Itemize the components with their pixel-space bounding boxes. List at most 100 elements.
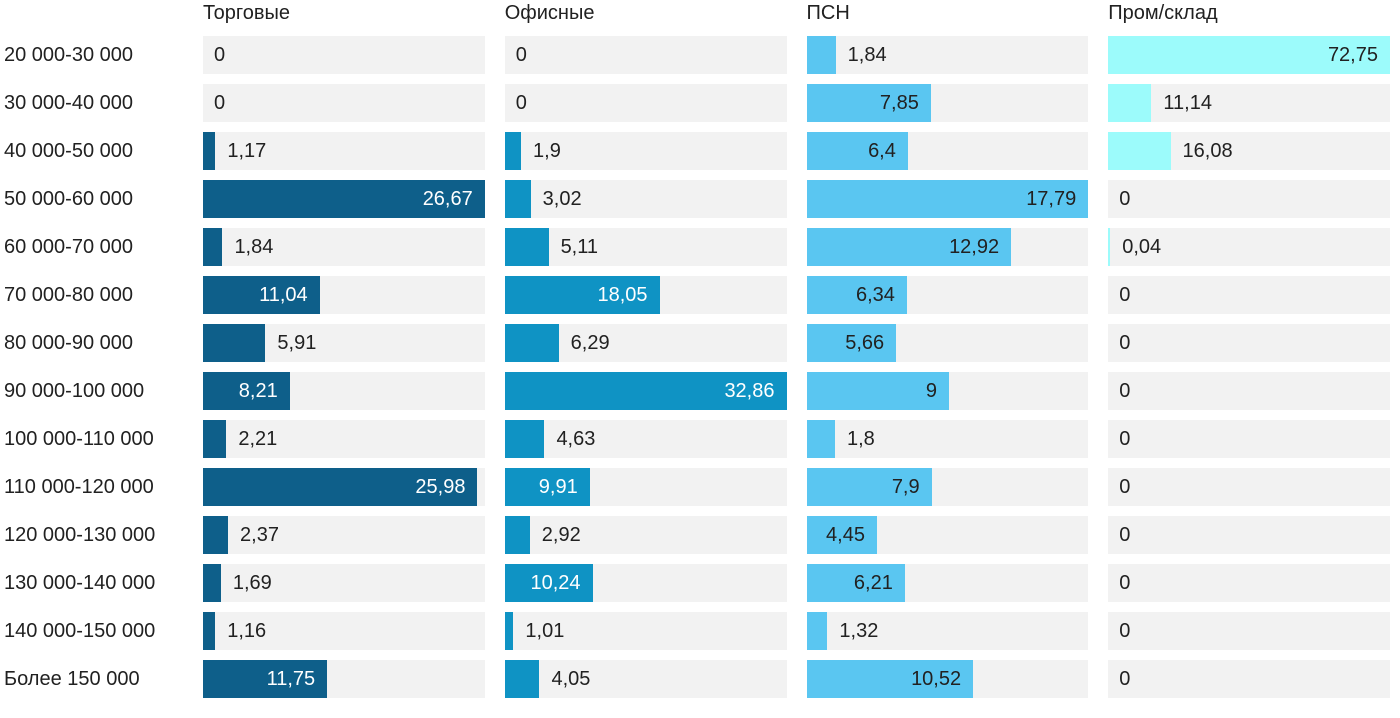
bar [806, 228, 1012, 266]
bar-track: 0 [1108, 372, 1390, 410]
bar-track: 1,84 [203, 228, 485, 266]
row-label: 60 000-70 000 [4, 236, 134, 258]
row-label: 30 000-40 000 [4, 92, 134, 114]
bar [203, 132, 216, 170]
bar-value: 1,01 [525, 620, 565, 642]
row-label: 70 000-80 000 [4, 284, 134, 306]
bar [806, 84, 931, 122]
bar-value: 0 [1119, 476, 1131, 498]
bar-track: 0 [1108, 660, 1390, 698]
bar-value: 0 [1119, 428, 1131, 450]
bar-value: 0,04 [1122, 236, 1162, 258]
bar [504, 660, 540, 698]
bar [806, 180, 1089, 218]
bar-track: 16,08 [1108, 132, 1390, 170]
bar-track: 6,29 [504, 324, 787, 362]
bar-track: 17,79 [806, 180, 1089, 218]
bar-value: 8,21 [238, 380, 278, 402]
bar-track: 0 [203, 36, 485, 74]
row-label: 90 000-100 000 [4, 380, 145, 402]
bar [806, 660, 974, 698]
bar-value: 0 [214, 44, 226, 66]
bar-value: 1,32 [839, 620, 879, 642]
bar-value: 9,91 [538, 476, 578, 498]
bar-value: 12,92 [949, 236, 1000, 258]
bar [806, 468, 932, 506]
bar-track: 0 [1108, 564, 1390, 602]
bar-value: 1,17 [227, 140, 267, 162]
bar-track: 26,67 [203, 180, 485, 218]
bar-track: 1,8 [806, 420, 1089, 458]
row-label: 20 000-30 000 [4, 44, 134, 66]
bar-value: 0 [214, 92, 226, 114]
bar-value: 32,86 [724, 380, 775, 402]
row-label: 80 000-90 000 [4, 332, 134, 354]
bar-track: 7,9 [806, 468, 1089, 506]
bar [504, 180, 531, 218]
bar-track: 9,91 [504, 468, 787, 506]
bar [504, 132, 522, 170]
bar-value: 2,37 [240, 524, 279, 546]
bar-value: 5,66 [845, 332, 885, 354]
bar-track: 32,86 [504, 372, 787, 410]
bar-track: 0 [1108, 276, 1390, 314]
bar-track: 0 [1108, 468, 1390, 506]
bar [806, 132, 908, 170]
bar-track: 4,45 [806, 516, 1089, 554]
bar-track: 8,21 [203, 372, 485, 410]
bar [1108, 36, 1390, 74]
bar-track: 6,21 [806, 564, 1089, 602]
bar [203, 660, 328, 698]
bar [504, 228, 549, 266]
column-header-torgovye: Торговые [203, 2, 291, 24]
bar-track: 3,02 [504, 180, 787, 218]
bar-value: 5,91 [277, 332, 317, 354]
bar-track: 5,91 [203, 324, 485, 362]
bar [203, 516, 229, 554]
bar-track: 1,01 [504, 612, 787, 650]
bar-value: 1,9 [533, 140, 561, 162]
bar-track: 7,85 [806, 84, 1089, 122]
bar-value: 0 [1119, 668, 1131, 690]
bar [1108, 228, 1111, 266]
bar-value: 1,69 [232, 572, 272, 594]
bar-track: 0 [504, 84, 787, 122]
bar-track: 18,05 [504, 276, 787, 314]
bar-value: 0 [515, 44, 527, 66]
bar [203, 612, 216, 650]
bar [203, 468, 478, 506]
row-label: 130 000-140 000 [4, 572, 156, 594]
bar [203, 180, 485, 218]
bar-value: 1,8 [847, 428, 875, 450]
bar [806, 516, 877, 554]
bar [504, 516, 530, 554]
bar-value: 10,52 [911, 668, 962, 690]
bar [1108, 132, 1171, 170]
row-label: 100 000-110 000 [4, 428, 154, 450]
bar-value: 3,02 [542, 188, 582, 210]
bar-value: 4,45 [826, 524, 865, 546]
bar [504, 324, 559, 362]
bar-track: 0 [504, 36, 787, 74]
bar-track: 0 [203, 84, 485, 122]
bar [203, 228, 223, 266]
bar-track: 1,84 [806, 36, 1089, 74]
corner-spacer [4, 0, 183, 26]
bar-value: 26,67 [422, 188, 473, 210]
bar-value: 2,21 [238, 428, 278, 450]
bar-track: 4,05 [504, 660, 787, 698]
bar-track: 0 [1108, 516, 1390, 554]
bar-track: 10,24 [504, 564, 787, 602]
bar-track: 5,66 [806, 324, 1089, 362]
bar [504, 612, 514, 650]
bar-value: 1,16 [227, 620, 267, 642]
row-label: 40 000-50 000 [4, 140, 134, 162]
bar-value: 0 [1119, 524, 1131, 546]
bar-track: 72,75 [1108, 36, 1390, 74]
bar [504, 372, 787, 410]
row-label: 110 000-120 000 [4, 476, 154, 498]
bar-track: 25,98 [203, 468, 485, 506]
bar-value: 0 [1119, 380, 1131, 402]
row-label: Более 150 000 [4, 668, 140, 690]
